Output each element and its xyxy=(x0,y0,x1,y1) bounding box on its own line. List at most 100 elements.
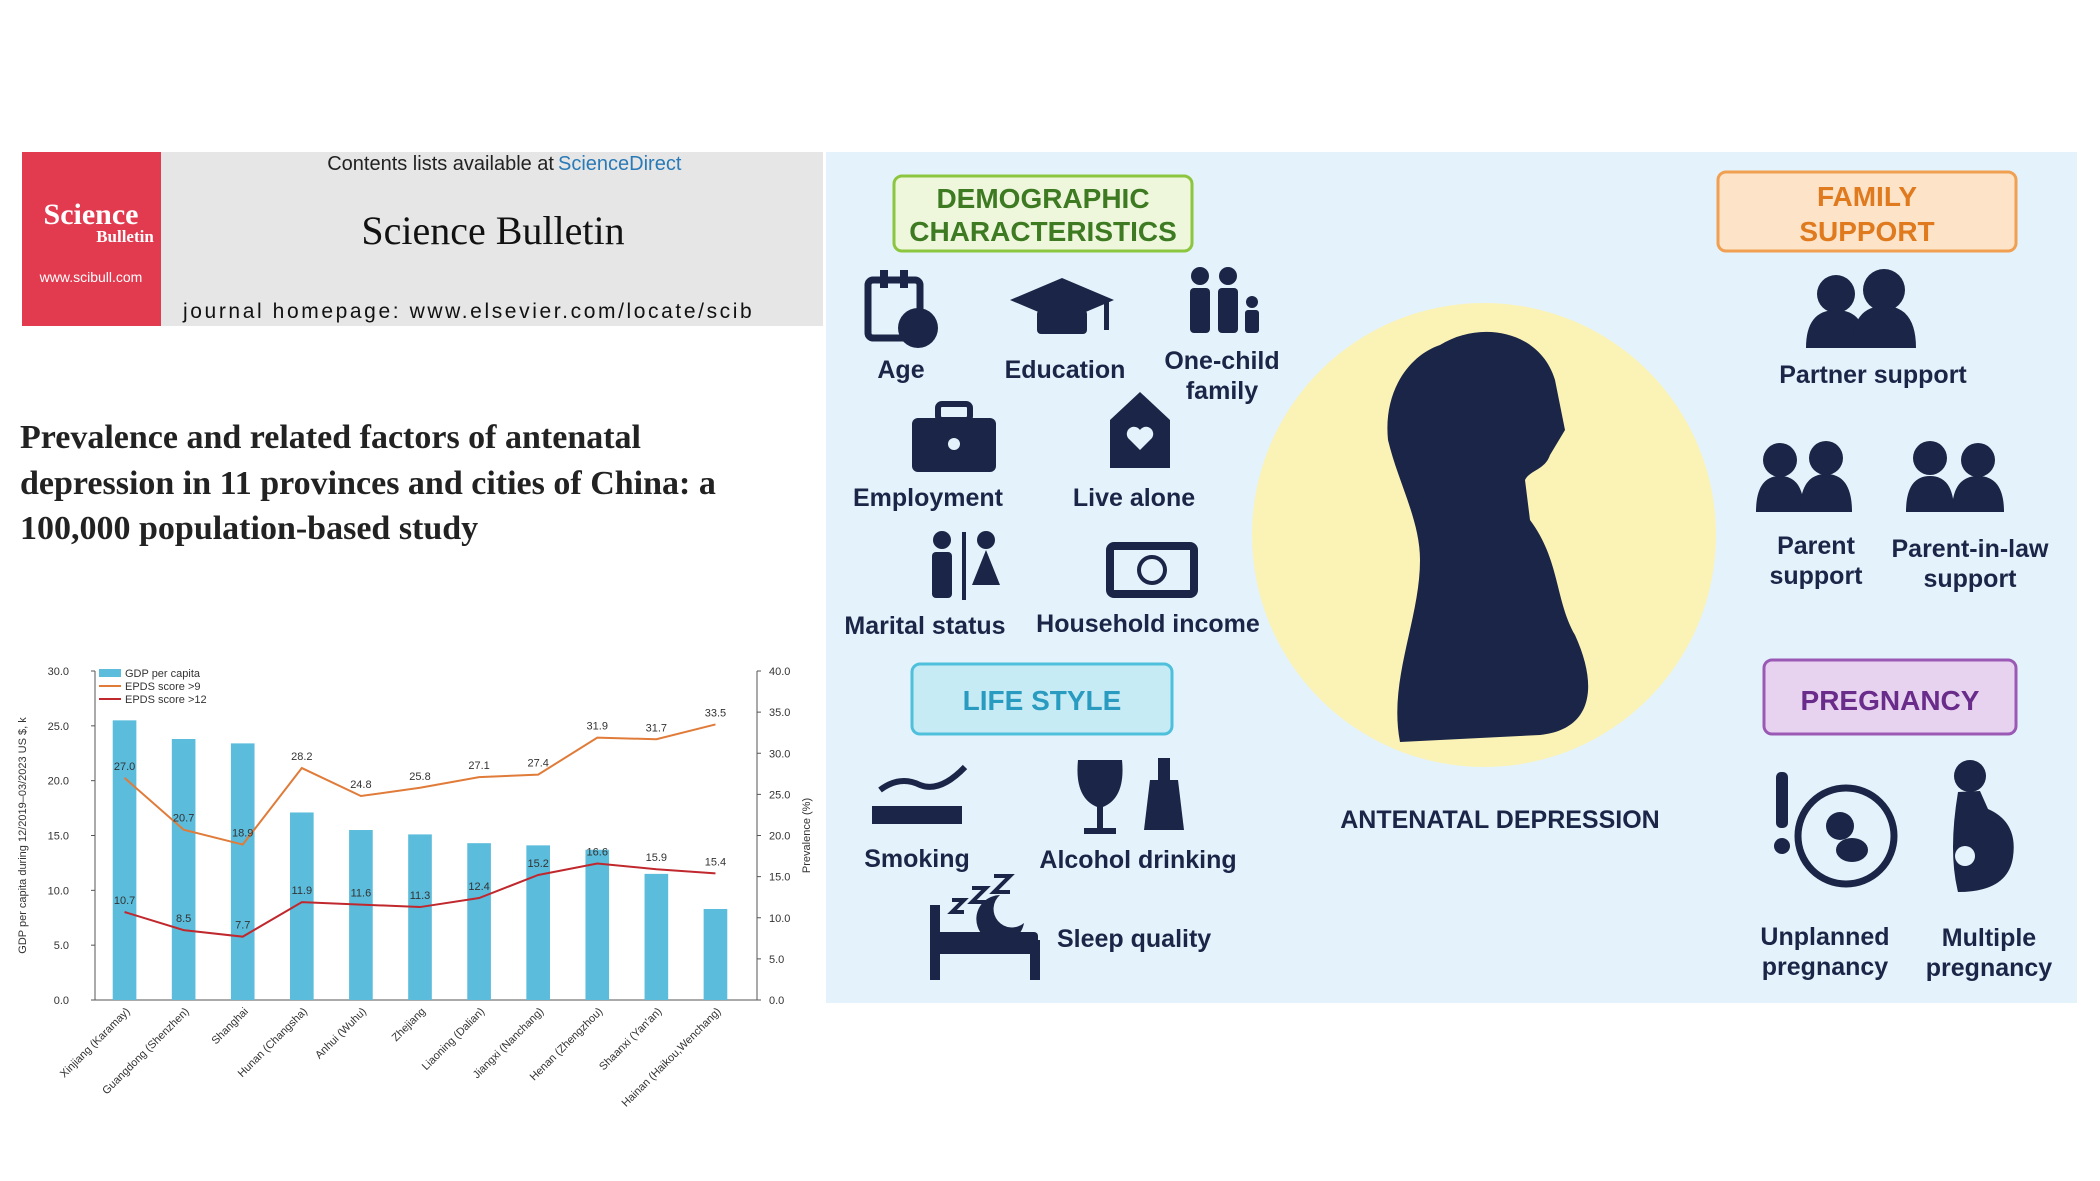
icon-family-part xyxy=(1191,267,1209,285)
icon-education-part xyxy=(1037,310,1087,334)
factor-label: pregnancy xyxy=(1926,954,2053,982)
icon-parent-in-law-part xyxy=(1913,441,1947,475)
icon-age-part xyxy=(898,308,938,348)
icon-multiple-part xyxy=(1954,760,1986,792)
journal-homepage: journal homepage: www.elsevier.com/locat… xyxy=(182,300,754,323)
icon-income-part xyxy=(1137,555,1167,585)
icon-education-part xyxy=(1010,278,1114,322)
legend-label: EPDS score >9 xyxy=(125,681,201,693)
value-label: 18.9 xyxy=(232,828,253,840)
section-title: LIFE STYLE xyxy=(963,685,1122,716)
logo-box xyxy=(22,152,161,326)
y2-tick-label: 20.0 xyxy=(769,831,790,843)
center-label: ANTENATAL DEPRESSION xyxy=(1340,806,1659,834)
factor-label: Alcohol drinking xyxy=(1039,846,1236,874)
factor-label: One-child xyxy=(1164,347,1279,375)
logo-url: www.scibull.com xyxy=(39,269,143,285)
bar xyxy=(644,873,669,1000)
section-title: SUPPORT xyxy=(1799,216,1934,247)
chart: 0.0 5.0 10.0 15.0 20.0 25.0 30.0 0.0 5.0 10.0 15.0… xyxy=(17,666,813,1110)
icon-sleep-part xyxy=(1030,940,1040,980)
icon-sleep-part xyxy=(930,905,940,980)
icon-alcohol-part xyxy=(1144,780,1184,830)
icon-employment xyxy=(912,401,996,472)
icon-employment-part xyxy=(948,438,960,450)
icon-smoking xyxy=(872,764,968,824)
factor-label: Multiple xyxy=(1942,924,2037,952)
bar xyxy=(703,908,728,1000)
icon-alcohol-part xyxy=(1084,828,1116,834)
factor-label: Marital status xyxy=(844,612,1005,640)
bar xyxy=(171,738,196,1000)
factor-label: Education xyxy=(1005,356,1126,384)
x-tick-label: Shaanxi (Yan'an) xyxy=(597,1006,664,1073)
logo-text: Science xyxy=(44,198,139,231)
factor-label: Household income xyxy=(1036,610,1260,638)
section-box xyxy=(1762,658,2018,736)
icon-parent-part xyxy=(1756,476,1804,512)
value-label: 31.9 xyxy=(587,721,608,733)
icon-smoking-part xyxy=(872,806,962,824)
article-title: 100,000 population-based study xyxy=(20,510,478,547)
value-label: 27.1 xyxy=(468,760,489,772)
section-box xyxy=(892,174,1194,253)
line xyxy=(123,723,716,846)
factor-label: Smoking xyxy=(864,845,970,873)
y-tick-label: 15.0 xyxy=(48,831,69,843)
bar xyxy=(349,830,373,1000)
icon-family-part xyxy=(1190,288,1210,333)
icon-unplanned-part xyxy=(1836,838,1868,862)
y-tick-label: 0.0 xyxy=(54,995,69,1007)
icon-parent-part xyxy=(1800,474,1852,512)
factor-label: pregnancy xyxy=(1762,953,1889,981)
section-title: DEMOGRAPHIC xyxy=(936,183,1149,214)
bar xyxy=(230,743,255,1000)
icon-parent-in-law-part xyxy=(1961,443,1995,477)
value-label: 12.4 xyxy=(468,881,489,893)
icon-unplanned-part xyxy=(1826,812,1854,840)
legend-label: EPDS score >12 xyxy=(125,694,207,706)
value-label: 27.4 xyxy=(527,758,548,770)
icon-unplanned xyxy=(1774,772,1898,888)
y2-tick-label: 15.0 xyxy=(769,872,790,884)
icon-unplanned-part xyxy=(1794,784,1898,888)
icon-parent-in-law xyxy=(1906,441,2004,512)
icon-age xyxy=(864,270,938,348)
line xyxy=(124,862,716,938)
value-label: 15.9 xyxy=(646,852,667,864)
factor-label: Employment xyxy=(853,484,1004,512)
factor-label: Age xyxy=(877,356,924,384)
factor-label: family xyxy=(1186,377,1258,405)
y-tick-label: 30.0 xyxy=(48,666,69,678)
section-title: FAMILY xyxy=(1817,181,1917,212)
icon-age-part xyxy=(880,270,888,288)
value-label: 15.2 xyxy=(527,858,548,870)
icon-live-alone xyxy=(1110,392,1170,468)
value-label: 10.7 xyxy=(114,895,135,907)
bar xyxy=(467,843,491,1000)
x-tick-label: Zhejiang xyxy=(390,1006,428,1044)
icon-alcohol-part xyxy=(1097,806,1103,830)
icon-family xyxy=(1190,267,1259,333)
icon-education-part xyxy=(1104,300,1109,330)
x-tick-label: Liaoning (Dalian) xyxy=(420,1006,487,1073)
icon-family-part xyxy=(1245,310,1259,333)
contents-text: Contents lists available at xyxy=(327,153,554,175)
icon-age-part xyxy=(900,270,908,288)
icon-sleep xyxy=(930,874,1040,980)
icon-partner xyxy=(1806,269,1916,348)
sciencedirect-link[interactable]: ScienceDirect xyxy=(558,153,682,175)
bar xyxy=(585,849,610,1000)
article-title: Prevalence and related factors of antena… xyxy=(20,419,641,456)
icon-marital-part xyxy=(972,550,1000,585)
y2-tick-label: 0.0 xyxy=(769,995,784,1007)
value-label: 11.3 xyxy=(410,890,431,902)
icon-marital-part xyxy=(932,552,952,598)
icon-income-part xyxy=(1106,542,1198,598)
icon-marital-part xyxy=(933,531,951,549)
y2-tick-label: 35.0 xyxy=(769,707,790,719)
icon-family-part xyxy=(1246,296,1258,308)
value-label: 27.0 xyxy=(114,761,135,773)
